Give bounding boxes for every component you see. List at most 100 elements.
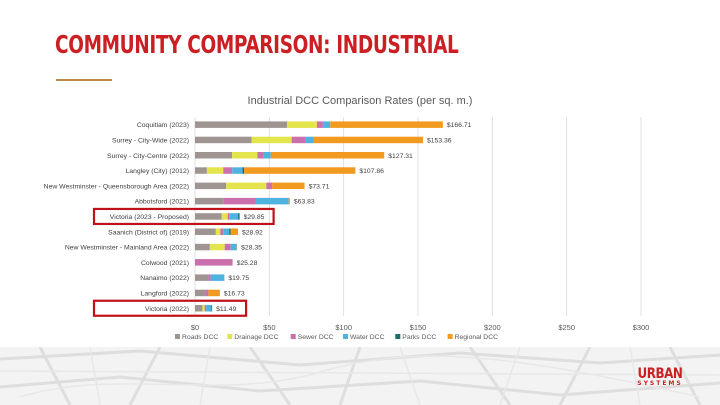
bar-segment [313,136,423,144]
category-label: New Westminster - Mainland Area (2022) [65,245,189,252]
bar-segment [195,243,210,251]
bar-segment [205,289,209,297]
total-label: $73.71 [309,183,330,190]
bar-segment [263,152,271,159]
bar-segment [229,228,231,235]
category-label: Victoria (2023 - Proposed) [110,214,189,221]
bar-segment [322,121,331,128]
bar-segment [195,305,203,312]
bar-segment [211,305,213,312]
bar-segment [209,243,225,251]
bar-segment [272,182,305,190]
bar-segment [291,136,306,144]
legend-swatch [447,334,453,339]
bar-segment [195,228,216,235]
x-tick-label: $100 [335,323,352,332]
bar-segment [206,305,212,312]
bar-segment [206,167,224,174]
legend-swatch [290,334,296,339]
total-label: $29.85 [244,214,265,221]
total-label: $63.83 [294,199,315,206]
bar-segment [232,167,243,174]
bar-segment [215,228,221,235]
category-label: Colwood (2021) [141,260,189,267]
bar-segment [257,152,264,159]
x-tick-label: $250 [558,323,575,332]
bar-segment [195,289,206,297]
slide-title: COMMUNITY COMPARISON: INDUSTRIAL [55,30,459,59]
total-label: $16.73 [224,290,245,297]
street-map-background [0,347,720,405]
total-label: $153.36 [427,137,452,144]
category-label: Saanich (District of) (2019) [108,229,189,236]
bar-segment [244,167,356,174]
bar-segment [223,167,233,174]
legend-label: Water DCC [350,334,385,341]
bar-segment [288,197,290,205]
title-underline [56,79,112,81]
bar-segment [195,121,288,128]
logo-wordmark-bottom: SYSTEMS [637,380,683,387]
total-label: $25.28 [237,260,258,267]
bar-segment [251,136,292,144]
x-tick-label: $300 [633,323,650,332]
legend-label: Sewer DCC [298,334,334,341]
total-label: $28.35 [241,245,262,252]
bar-segment [195,167,207,174]
bar-segment [229,213,239,220]
bar-segment [266,182,273,190]
bar-segment [238,213,240,220]
legend-swatch [395,334,401,339]
bar-segment [195,259,233,266]
legend-label: Parks DCC [402,334,436,341]
category-label: Langley (City) (2012) [126,168,189,175]
highlight-box [92,207,275,226]
bar-segment [270,152,385,159]
bar-segment [221,213,228,220]
legend-label: Regional DCC [455,334,499,341]
bar-segment [227,213,230,220]
bar-segment [195,136,252,144]
bar-segment [195,182,227,190]
bar-segment [230,243,237,251]
bar-segment [330,121,443,128]
legend-swatch [227,334,233,339]
x-tick-label: $50 [263,323,276,332]
bar-segment [242,167,245,174]
bar-segment [195,213,222,220]
urban-systems-logo: URBAN SYSTEMS [630,366,690,387]
bar-segment [223,197,256,205]
bar-segment [220,228,224,235]
category-label: Surrey - City-Centre (2022) [107,153,189,160]
bar-segment [236,243,238,251]
bar-segment [316,121,323,128]
bar-segment [195,197,224,205]
legend-label: Drainage DCC [234,334,278,341]
bar-segment [305,136,314,144]
bar-segment [287,121,317,128]
bar-segment [202,305,205,312]
bar-segment [208,274,211,281]
category-label: Nanaimo (2022) [140,275,189,282]
chart-title: Industrial DCC Comparison Rates (per sq.… [248,95,473,107]
x-tick-label: $150 [410,323,427,332]
logo-wordmark-top: URBAN [637,366,683,382]
category-label: Victoria (2022) [145,306,189,313]
legend-label: Roads DCC [182,334,218,341]
bar-segment [204,305,207,312]
x-tick-label: $0 [191,323,199,332]
bar-segment [226,182,267,190]
dcc-comparison-chart: Industrial DCC Comparison Rates (per sq.… [44,95,650,341]
category-label: New Westminster - Queensborough Area (20… [44,183,189,190]
category-label: Surrey - City-Wide (2022) [112,137,189,144]
highlight-box [92,299,248,317]
total-label: $107.86 [359,168,384,175]
total-label: $127.31 [388,153,413,160]
category-label: Langford (2022) [141,290,189,297]
total-label: $28.92 [242,229,263,236]
bar-segment [208,289,220,297]
category-label: Abbotsford (2021) [135,199,189,206]
category-label: Coquitlam (2023) [137,122,189,129]
total-label: $19.75 [228,275,249,282]
bar-segment [255,197,289,205]
